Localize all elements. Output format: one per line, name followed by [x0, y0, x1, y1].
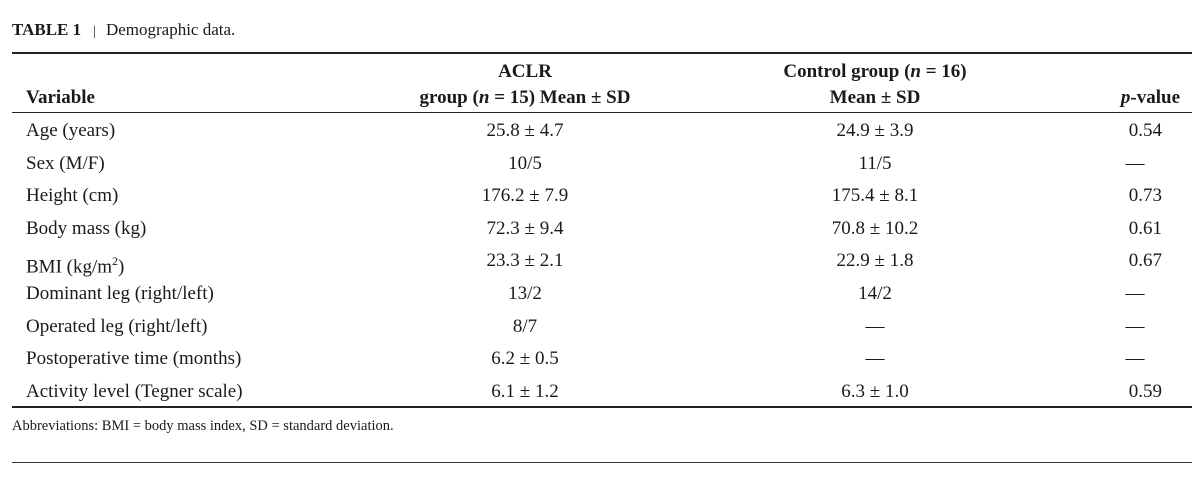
cell-aclr: 25.8 ± 4.7: [486, 120, 564, 141]
table-row: Dominant leg (right/left) 13/2 14/2 —: [0, 277, 1202, 310]
table-row: Age (years) 25.8 ± 4.7 24.9 ± 3.9 0.54: [0, 114, 1202, 147]
table-row: Body mass (kg) 72.3 ± 9.4 70.8 ± 10.2 0.…: [0, 212, 1202, 245]
cell-variable-superscript: 2: [112, 254, 119, 269]
header-control-group: Control group (n = 16) Mean ± SD: [740, 59, 1010, 111]
cell-control: 22.9 ± 1.8: [836, 250, 914, 272]
header-p-italic: p: [1120, 87, 1131, 108]
cell-variable: Postoperative time (months): [26, 348, 242, 370]
cell-aclr: 6.2 ± 0.5: [491, 348, 559, 370]
table-row: Postoperative time (months) 6.2 ± 0.5 — …: [0, 342, 1202, 375]
header-aclr-line2-prefix: group (: [419, 87, 479, 108]
table-row: BMI (kg/m2) 23.3 ± 2.1 22.9 ± 1.8 0.67: [0, 244, 1202, 277]
cell-aclr: 6.1 ± 1.2: [491, 380, 559, 402]
table-row: Sex (M/F) 10/5 11/5 —: [0, 147, 1202, 180]
cell-variable: Body mass (kg): [26, 217, 147, 239]
cell-p-value: 0.54: [1128, 120, 1162, 141]
cell-p-value: 0.61: [1128, 217, 1162, 239]
header-rule: [12, 112, 1192, 113]
header-control-n: n: [910, 61, 921, 82]
cell-variable-prefix: BMI (kg/m: [26, 256, 113, 278]
header-aclr-n: n: [478, 87, 490, 108]
cell-control: 175.4 ± 8.1: [831, 185, 919, 207]
cell-aclr: 72.3 ± 9.4: [486, 217, 564, 239]
cell-p-value: —: [1125, 152, 1145, 174]
table-caption: TABLE 1 | Demographic data.: [12, 19, 235, 43]
cell-control: 6.3 ± 1.0: [841, 380, 909, 402]
cell-aclr: 176.2 ± 7.9: [481, 185, 569, 207]
cell-variable: Dominant leg (right/left): [26, 282, 214, 304]
cell-variable: Age (years): [26, 120, 116, 141]
cell-p-value: —: [1125, 348, 1145, 370]
cell-variable-suffix: ): [118, 256, 125, 278]
cell-p-value: 0.73: [1128, 185, 1162, 207]
cell-aclr: 10/5: [508, 152, 542, 174]
table-row: Operated leg (right/left) 8/7 — —: [0, 310, 1202, 343]
table-row: Activity level (Tegner scale) 6.1 ± 1.2 …: [0, 375, 1202, 408]
header-aclr-line2-suffix: = 15) Mean ± SD: [489, 87, 631, 108]
cell-variable: Operated leg (right/left): [26, 315, 208, 337]
header-control-line2: Mean ± SD: [829, 87, 921, 108]
cell-control: 24.9 ± 3.9: [836, 120, 914, 141]
cell-control: 11/5: [858, 152, 892, 174]
table-title: Demographic data.: [105, 20, 236, 39]
cell-control: —: [865, 348, 885, 370]
cell-variable: BMI (kg/m2): [26, 248, 124, 280]
table-footnote: Abbreviations: BMI = body mass index, SD…: [12, 418, 394, 434]
header-aclr-group: ACLR group (n = 15) Mean ± SD: [390, 59, 660, 111]
header-p-suffix: -value: [1130, 87, 1180, 108]
cell-p-value: —: [1125, 315, 1145, 337]
header-control-line1-prefix: Control group (: [783, 61, 911, 82]
cell-p-value: —: [1125, 282, 1145, 304]
cell-aclr: 13/2: [508, 282, 542, 304]
table-row: Height (cm) 176.2 ± 7.9 175.4 ± 8.1 0.73: [0, 179, 1202, 212]
header-control-line1-suffix: = 16): [920, 61, 967, 82]
cell-variable: Activity level (Tegner scale): [26, 380, 243, 402]
header-control-line1: Control group (n = 16): [740, 59, 1010, 85]
caption-separator: |: [93, 24, 96, 39]
header-variable: Variable: [26, 87, 95, 108]
table-label: TABLE 1: [12, 20, 82, 39]
cell-variable: Height (cm): [26, 185, 119, 207]
table-bottom-rule: [12, 406, 1192, 408]
cell-aclr: 23.3 ± 2.1: [486, 250, 564, 272]
cell-control: —: [865, 315, 885, 337]
cell-p-value: 0.67: [1128, 250, 1162, 272]
header-aclr-line2: group (n = 15) Mean ± SD: [390, 85, 660, 111]
cell-p-value: 0.59: [1128, 380, 1162, 402]
cell-control: 70.8 ± 10.2: [831, 217, 919, 239]
header-p-value: p-value: [1090, 85, 1180, 111]
cell-variable: Sex (M/F): [26, 152, 105, 174]
header-aclr-line1: ACLR: [498, 61, 552, 82]
page-divider: [12, 462, 1192, 463]
table-top-rule: [12, 52, 1192, 54]
table-body: Age (years) 25.8 ± 4.7 24.9 ± 3.9 0.54 S…: [0, 114, 1202, 407]
cell-control: 14/2: [858, 282, 892, 304]
cell-aclr: 8/7: [512, 315, 538, 337]
